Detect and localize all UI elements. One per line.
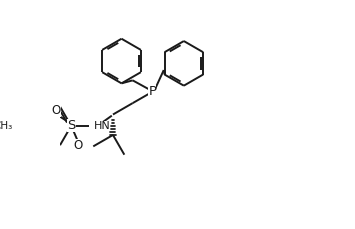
Text: O: O bbox=[52, 104, 61, 117]
Text: O: O bbox=[74, 139, 83, 152]
Text: CH₃: CH₃ bbox=[0, 121, 12, 131]
Text: HN: HN bbox=[94, 121, 110, 131]
Text: S: S bbox=[67, 119, 76, 132]
Text: P: P bbox=[148, 85, 157, 98]
